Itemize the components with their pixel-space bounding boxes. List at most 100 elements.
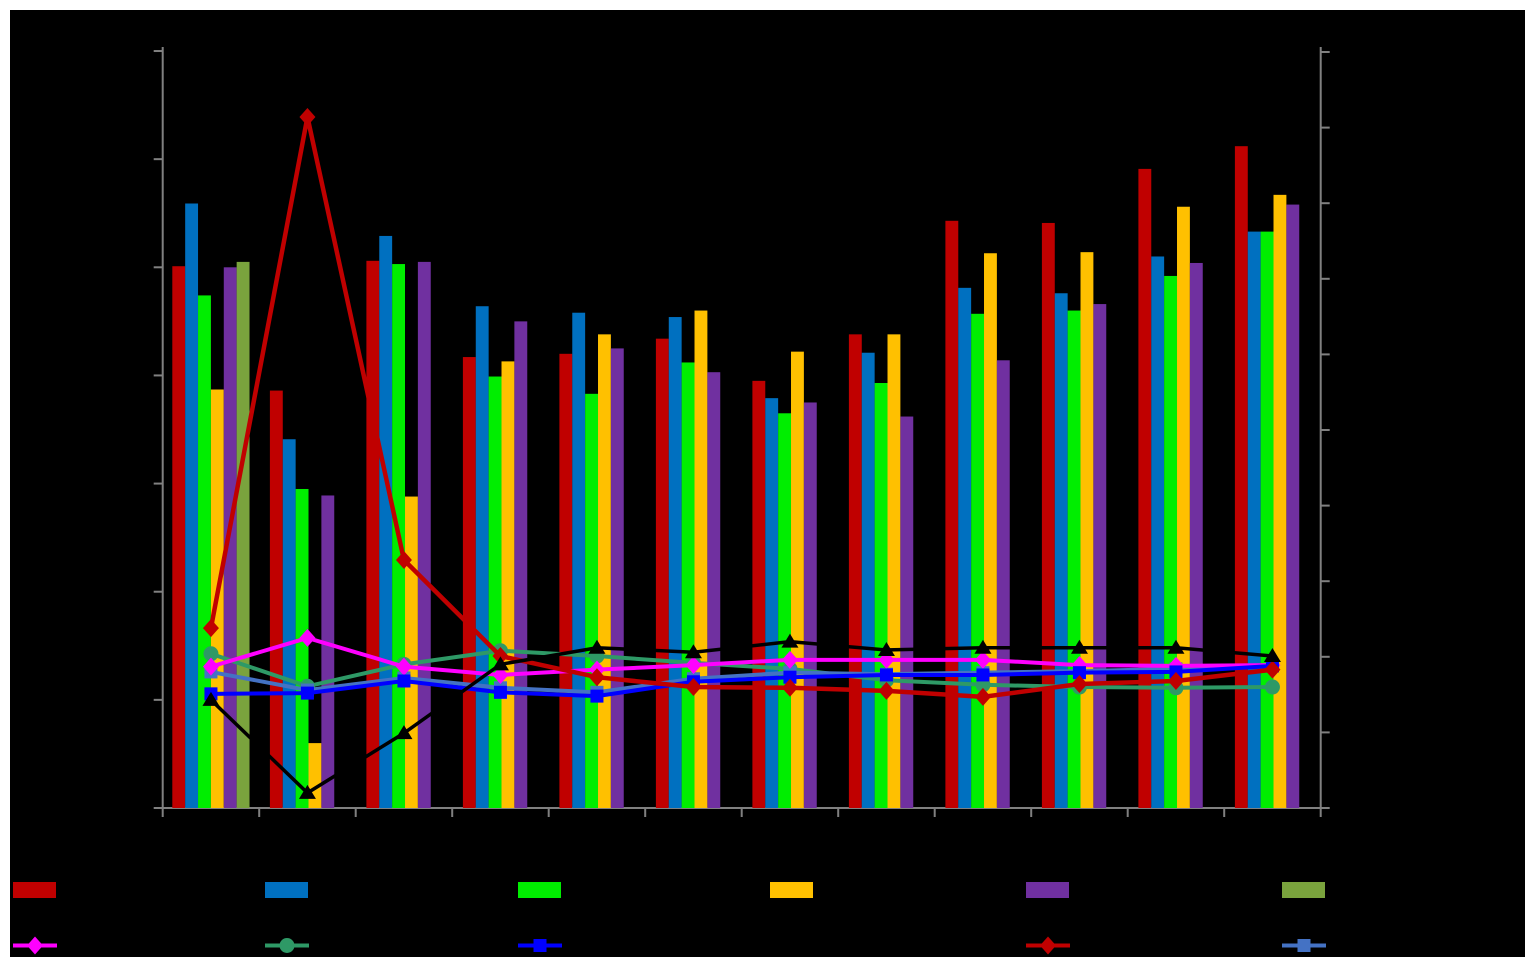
- bar-olive-bars-group1: [236, 261, 250, 808]
- marker-darkred-diamond-line-group10: [1071, 675, 1088, 694]
- marker-blue-square-line-group2: [300, 686, 314, 700]
- bar-yellow-bars-group5: [598, 334, 611, 808]
- bar-red-bars-group2: [269, 390, 283, 808]
- marker-blue-square-line-group8: [879, 668, 893, 682]
- legend-blue-bar-swatch: [265, 882, 308, 898]
- bar-green-bars-group11: [1164, 275, 1178, 809]
- line-teal-circle-line: [210, 648, 1273, 690]
- legend-green-bar-swatch: [518, 882, 561, 898]
- bar-blue-bars-group3: [379, 235, 393, 809]
- legend-steelblue-line-marker: [1297, 939, 1311, 952]
- marker-black-triangle-line-group5: [588, 639, 606, 654]
- bar-green-bars-group4: [488, 376, 502, 808]
- bar-purple-bars-group4: [514, 321, 528, 808]
- marker-black-triangle-line-group2: [298, 784, 316, 799]
- marker-black-triangle-line-group7: [781, 633, 799, 648]
- bar-purple-bars-group5: [610, 348, 624, 808]
- bar-purple-bars-group10: [1093, 304, 1107, 808]
- bar-red-bars-group5: [559, 353, 573, 808]
- marker-magenta-diamond-line-group2: [299, 628, 316, 647]
- legend-teal-line-marker: [279, 938, 295, 953]
- marker-black-triangle-line-group8: [877, 641, 895, 656]
- legend-olive-bar-swatch: [1282, 882, 1325, 898]
- bar-purple-bars-group12: [1286, 204, 1300, 808]
- bar-red-bars-group12: [1234, 146, 1248, 808]
- bar-green-bars-group1: [198, 295, 211, 809]
- bar-purple-bars-group8: [900, 416, 914, 808]
- bar-purple-bars-group2: [321, 495, 335, 808]
- bar-red-bars-group10: [1041, 222, 1055, 809]
- bar-green-bars-group8: [874, 383, 888, 808]
- marker-darkred-diamond-line-group8: [878, 681, 895, 700]
- marker-black-triangle-line-group4: [491, 656, 509, 671]
- bar-green-bars-group6: [681, 362, 695, 808]
- marker-magenta-diamond-line-group9: [974, 650, 991, 669]
- bar-blue-bars-group2: [282, 439, 296, 808]
- marker-black-triangle-line-group6: [684, 644, 702, 659]
- bar-green-bars-group5: [585, 393, 599, 808]
- marker-darkred-diamond-line-group11: [1167, 671, 1184, 690]
- marker-blue-square-line-group10: [1072, 666, 1086, 680]
- marker-black-triangle-line-group9: [974, 639, 992, 654]
- bar-red-bars-group3: [366, 260, 380, 808]
- bar-blue-bars-group9: [958, 287, 972, 809]
- bar-green-bars-group7: [778, 413, 792, 808]
- bar-yellow-bars-group7: [791, 351, 804, 808]
- marker-black-triangle-line-group3: [395, 725, 413, 740]
- line-darkred-diamond-line: [208, 116, 1273, 700]
- bar-blue-bars-group8: [861, 352, 875, 808]
- marker-darkred-diamond-line-group1: [202, 619, 219, 638]
- legend-magenta-line-marker: [27, 936, 43, 955]
- bar-blue-bars-group12: [1247, 231, 1261, 809]
- line-magenta-diamond-line: [210, 635, 1273, 677]
- line-blue-square-line: [210, 663, 1273, 699]
- bar-red-bars-group1: [172, 266, 186, 808]
- bar-blue-bars-group7: [765, 398, 779, 808]
- marker-magenta-diamond-line-group7: [781, 650, 798, 669]
- marker-darkred-diamond-line-group2: [299, 108, 316, 127]
- legend-yellow-bar-swatch: [770, 882, 813, 898]
- marker-magenta-diamond-line-group4: [492, 665, 509, 684]
- legend-red-bar-swatch: [13, 882, 56, 898]
- bar-green-bars-group12: [1260, 231, 1274, 809]
- bar-purple-bars-group7: [803, 402, 817, 808]
- bar-blue-bars-group4: [475, 306, 489, 808]
- legend-darkred-line-marker: [1040, 936, 1056, 955]
- marker-blue-square-line-group7: [783, 670, 797, 684]
- marker-teal-circle-line-group1: [203, 646, 219, 662]
- bar-red-bars-group6: [655, 338, 669, 808]
- marker-darkred-diamond-line-group5: [588, 668, 605, 687]
- legend-blue-line-marker: [533, 939, 547, 952]
- bar-yellow-bars-group4: [501, 361, 515, 808]
- bar-red-bars-group11: [1138, 168, 1152, 809]
- legend-purple-bar-swatch: [1026, 882, 1069, 898]
- bar-red-bars-group7: [752, 380, 766, 808]
- line-black-triangle-line: [209, 639, 1273, 796]
- marker-darkred-diamond-line-group7: [781, 678, 798, 697]
- bar-red-bars-group8: [848, 334, 862, 808]
- bar-green-bars-group9: [971, 313, 985, 808]
- marker-teal-circle-line-group12: [1264, 679, 1280, 695]
- bar-yellow-bars-group12: [1273, 194, 1287, 809]
- bar-blue-bars-group10: [1054, 293, 1068, 808]
- marker-darkred-diamond-line-group6: [685, 678, 702, 697]
- marker-blue-square-line-group3: [397, 674, 411, 688]
- legend-black-line-marker: [783, 937, 801, 952]
- bar-blue-bars-group11: [1151, 256, 1165, 809]
- marker-black-triangle-line-group10: [1070, 639, 1088, 654]
- marker-black-triangle-line-group11: [1167, 639, 1185, 654]
- marker-blue-square-line-group4: [493, 685, 507, 699]
- bar-red-bars-group9: [945, 220, 959, 808]
- bar-blue-bars-group1: [185, 203, 199, 808]
- bar-yellow-bars-group10: [1080, 252, 1094, 808]
- marker-magenta-diamond-line-group3: [395, 657, 412, 676]
- marker-blue-square-line-group9: [976, 668, 990, 682]
- marker-black-triangle-line-group1: [202, 691, 220, 706]
- bar-blue-bars-group6: [668, 317, 682, 808]
- bar-purple-bars-group11: [1189, 262, 1203, 809]
- marker-darkred-diamond-line-group4: [492, 647, 509, 666]
- bar-red-bars-group4: [462, 357, 476, 808]
- bar-yellow-bars-group8: [887, 334, 901, 808]
- bar-purple-bars-group3: [417, 261, 431, 808]
